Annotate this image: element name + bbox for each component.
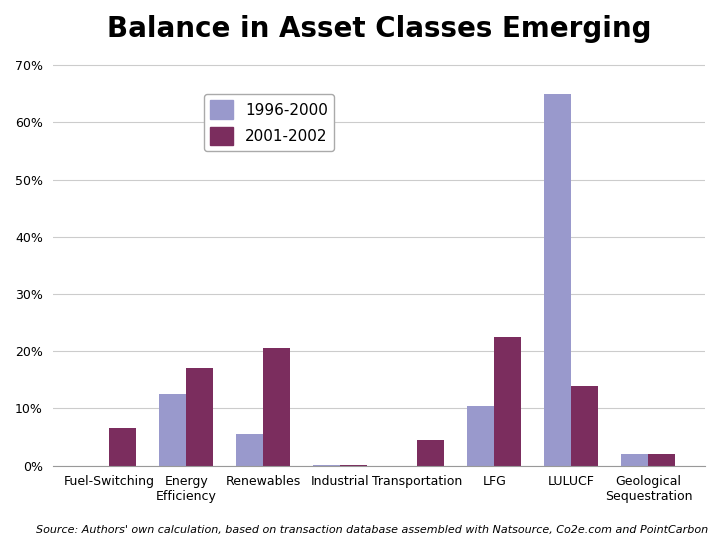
Bar [264, 348, 290, 465]
Bar [418, 440, 444, 465]
Legend: 1996-2000, 2001-2002: 1996-2000, 2001-2002 [204, 94, 334, 151]
Bar [236, 434, 264, 465]
Bar [544, 94, 572, 465]
Bar [649, 454, 675, 465]
Bar [186, 368, 213, 465]
Bar [572, 386, 598, 465]
Bar [621, 454, 649, 465]
Bar [495, 337, 521, 465]
Bar [467, 406, 495, 465]
Title: Balance in Asset Classes Emerging: Balance in Asset Classes Emerging [107, 15, 651, 43]
Bar [159, 394, 186, 465]
Bar [109, 428, 136, 465]
Text: Source: Authors' own calculation, based on transaction database assembled with N: Source: Authors' own calculation, based … [36, 524, 708, 535]
